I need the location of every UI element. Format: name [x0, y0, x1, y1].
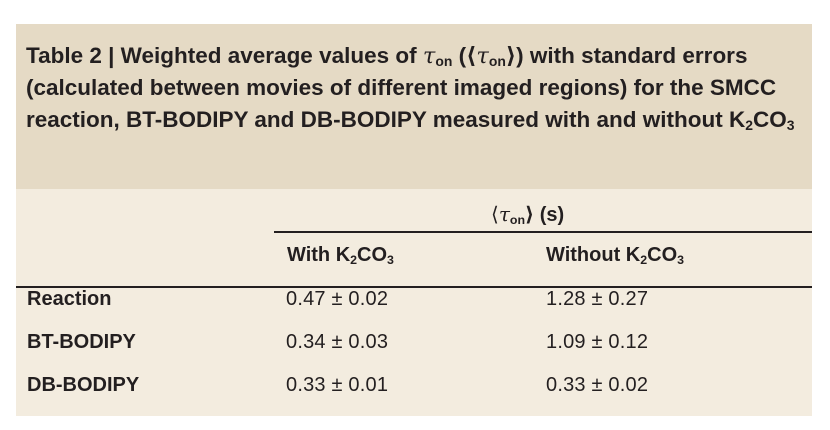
table-panel: Table 2 | Weighted average values of τon… — [16, 24, 812, 416]
row-label-reaction: Reaction — [27, 288, 112, 310]
cell-db-bodipy-with: 0.33 ± 0.01 — [286, 374, 389, 396]
cell-bt-bodipy-with: 0.34 ± 0.03 — [286, 331, 389, 353]
cell-bt-bodipy-without: 1.09 ± 0.12 — [546, 331, 649, 353]
column-header-without-k2co3: Without K2CO3 — [546, 244, 685, 268]
group-header-tau-on: ⟨τon⟩ (s) — [491, 202, 565, 228]
column-header-with-k2co3: With K2CO3 — [287, 244, 394, 268]
table-caption: Table 2 | Weighted average values of τon… — [26, 43, 795, 134]
cell-reaction-with: 0.47 ± 0.02 — [286, 288, 389, 310]
table-label: Table 2 | — [26, 43, 121, 68]
header-rule — [274, 231, 812, 233]
cell-db-bodipy-without: 0.33 ± 0.02 — [546, 374, 649, 396]
caption-box: Table 2 | Weighted average values of τon… — [16, 24, 812, 189]
body-rule — [16, 286, 812, 288]
row-label-db-bodipy: DB-BODIPY — [27, 374, 140, 396]
row-label-bt-bodipy: BT-BODIPY — [27, 331, 136, 353]
cell-reaction-without: 1.28 ± 0.27 — [546, 288, 649, 310]
